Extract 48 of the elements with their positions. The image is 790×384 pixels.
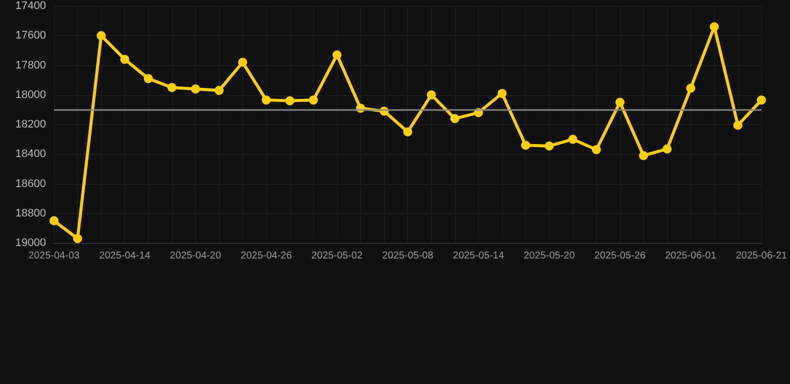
y-tick-label: 19000 — [15, 237, 46, 249]
point — [426, 90, 436, 100]
point — [568, 134, 578, 144]
point — [450, 114, 460, 124]
y-tick-label: 18600 — [15, 178, 46, 190]
point — [403, 127, 412, 136]
x-tick-label: 2025-05-14 — [452, 250, 504, 262]
y-tick-label: 17800 — [15, 59, 46, 72]
point — [332, 50, 342, 60]
point — [96, 31, 106, 40]
point — [285, 96, 294, 106]
point — [521, 140, 530, 150]
x-tick-label: 2025-04-14 — [99, 250, 151, 262]
point — [50, 216, 58, 226]
point — [592, 145, 601, 154]
point — [308, 96, 318, 105]
point — [73, 234, 82, 244]
x-tick-label: 2025-06-21 — [736, 250, 788, 262]
y-tick-label: 18400 — [15, 148, 46, 160]
x-tick-label: 2025-05-02 — [311, 250, 363, 262]
point — [639, 151, 648, 160]
y-tick-label: 18200 — [15, 118, 46, 130]
point — [120, 54, 130, 64]
x-tick-label: 2025-04-26 — [240, 250, 292, 262]
x-tick-label: 2025-05-08 — [382, 250, 434, 262]
x-tick-label: 2025-04-03 — [28, 250, 80, 262]
point — [710, 22, 719, 32]
point — [615, 98, 624, 107]
y-tick-label: 17400 — [15, 0, 46, 12]
point — [262, 96, 271, 105]
x-tick-label: 2025-06-01 — [665, 250, 717, 262]
point — [144, 74, 153, 84]
y-tick-label: 18800 — [15, 207, 46, 220]
point — [662, 144, 672, 154]
x-tick-label: 2025-04-20 — [170, 250, 222, 262]
point — [756, 96, 766, 105]
point — [733, 120, 742, 130]
x-tick-label: 2025-05-26 — [594, 250, 646, 262]
point — [498, 88, 507, 98]
point — [190, 84, 200, 94]
point — [167, 82, 176, 92]
point — [686, 84, 696, 93]
x-tick-label: 2025-05-20 — [524, 250, 576, 262]
point — [214, 86, 224, 95]
y-tick-label: 18000 — [15, 88, 46, 101]
point — [544, 141, 554, 150]
point — [238, 58, 248, 67]
y-tick-label: 17600 — [15, 30, 46, 42]
